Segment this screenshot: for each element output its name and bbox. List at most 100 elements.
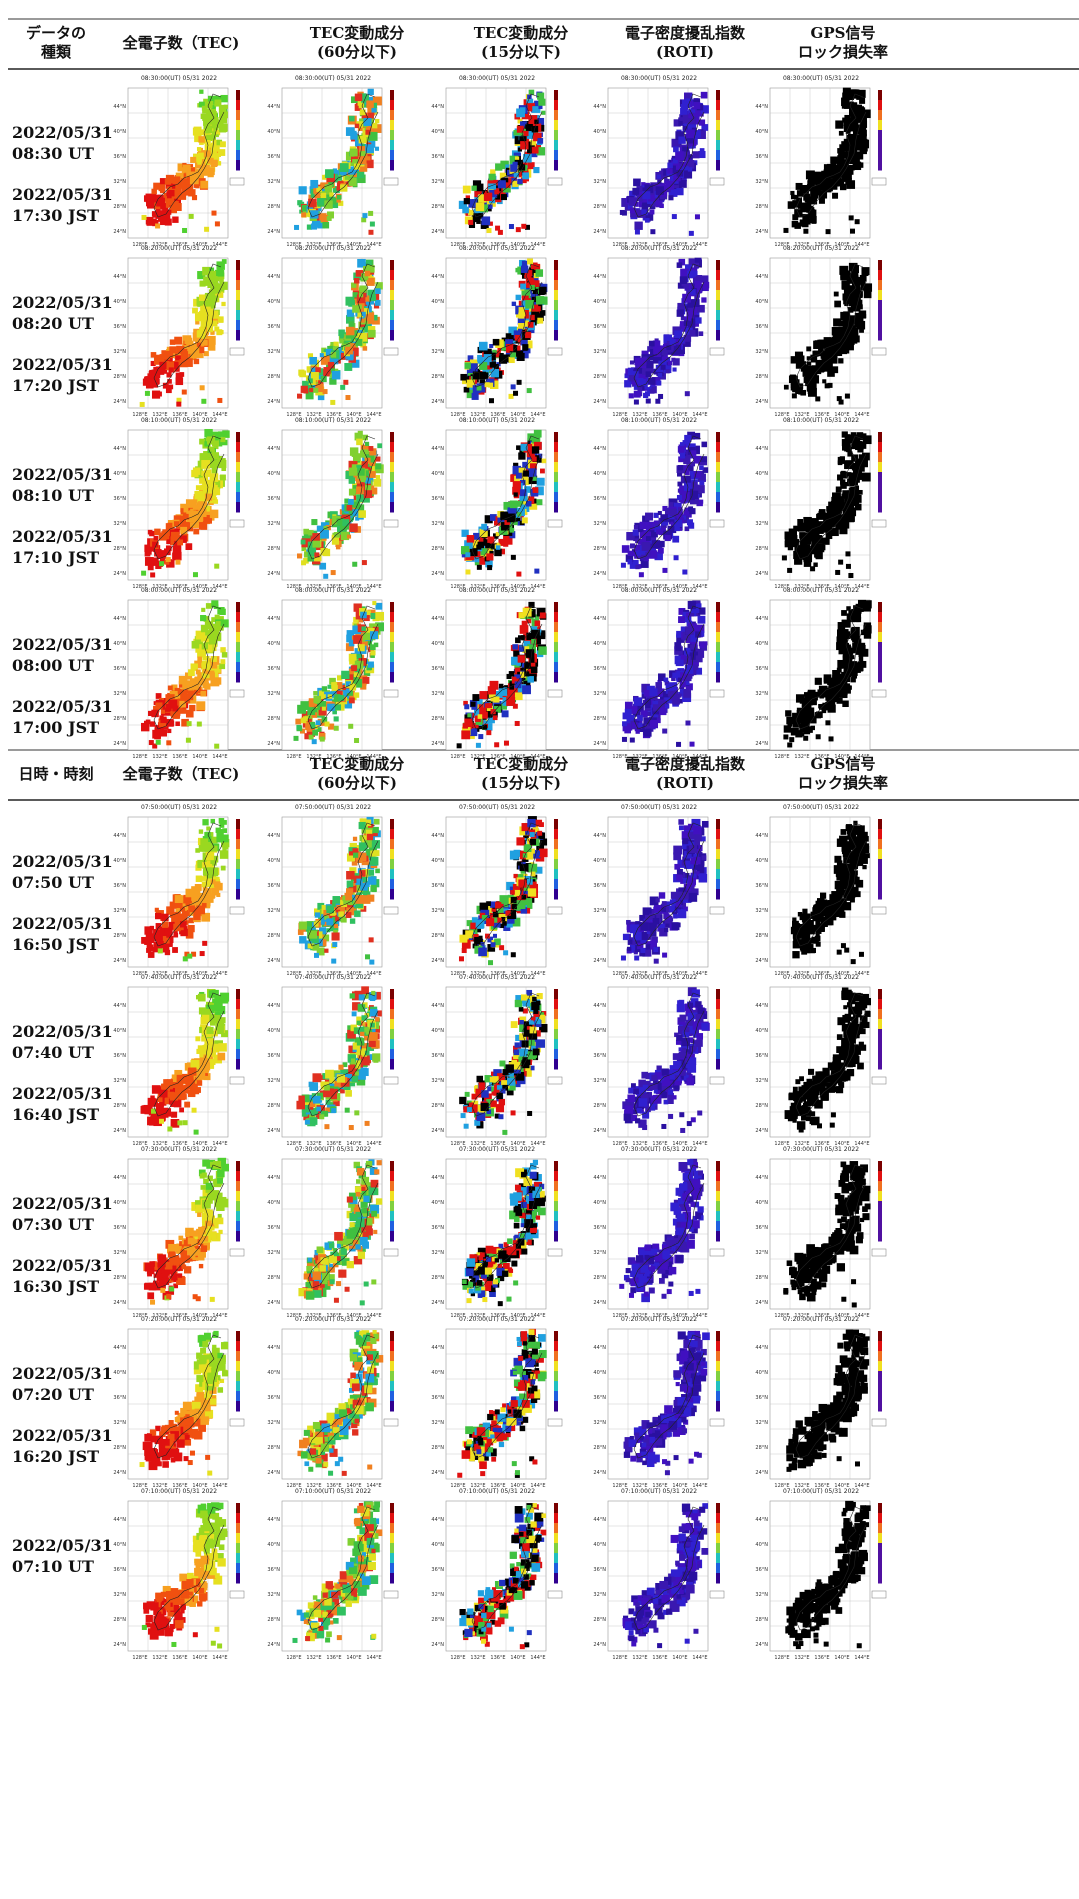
data-cell	[473, 532, 481, 540]
data-cell	[851, 146, 856, 151]
data-cell	[534, 614, 540, 619]
colorbar-segment	[554, 100, 558, 111]
island-cell	[487, 565, 493, 571]
lat-tick-label: 28°N	[267, 204, 280, 210]
data-cell	[212, 126, 219, 133]
lat-tick-label: 32°N	[431, 179, 444, 185]
data-cell	[352, 453, 361, 462]
data-cell	[841, 345, 850, 354]
data-cell	[627, 367, 636, 376]
data-cell	[657, 688, 665, 696]
data-cell	[320, 192, 327, 199]
data-cell	[177, 539, 184, 546]
data-cell	[340, 184, 348, 192]
data-cell	[319, 562, 327, 570]
data-cell	[211, 635, 218, 641]
lon-tick-label: 144°E	[530, 412, 545, 418]
data-cell	[308, 698, 317, 707]
data-cell	[375, 282, 383, 290]
data-cell	[177, 515, 186, 525]
column-header-line: データの	[25, 24, 86, 42]
lon-tick-label: 144°E	[366, 412, 381, 418]
data-cell	[527, 258, 533, 265]
data-cell	[524, 661, 532, 669]
data-cell	[310, 223, 318, 230]
data-cell	[220, 141, 226, 148]
data-cell	[693, 130, 701, 138]
data-cell	[683, 485, 690, 491]
table-row: 2022/05/31 08:10 UT 2022/05/31 17:10 JST 0…	[0, 412, 1079, 622]
data-cell	[489, 361, 497, 368]
lat-tick-label: 24°N	[431, 571, 444, 577]
data-cell	[213, 295, 219, 301]
lon-tick-label: 140°E	[192, 242, 207, 248]
lat-tick-label: 24°N	[431, 399, 444, 405]
data-cell	[529, 501, 538, 510]
data-cell	[336, 195, 342, 200]
data-cell	[199, 280, 206, 287]
data-cell	[369, 448, 377, 456]
column-header-line: (ROTI)	[656, 43, 714, 61]
island-cell	[340, 384, 346, 390]
data-cell	[493, 533, 499, 539]
data-cell	[191, 195, 198, 201]
data-cell	[667, 162, 673, 169]
data-cell	[159, 715, 164, 720]
data-cell	[217, 458, 226, 467]
data-cell	[524, 270, 531, 277]
data-cell	[182, 188, 190, 196]
data-cell	[160, 203, 166, 210]
lat-tick-label: 28°N	[113, 716, 126, 722]
data-cell	[857, 446, 863, 452]
island-cell	[188, 213, 194, 219]
lat-tick-label: 36°N	[593, 324, 606, 330]
data-cell	[655, 718, 661, 724]
island-cell	[144, 390, 150, 396]
island-cell	[307, 556, 313, 562]
data-cell	[375, 602, 383, 610]
data-cell	[657, 510, 662, 516]
data-cell	[668, 195, 674, 201]
lon-tick-label: 136°E	[652, 584, 667, 590]
data-cell	[818, 197, 825, 204]
data-cell	[862, 117, 867, 122]
data-cell	[690, 314, 700, 324]
data-cell	[354, 103, 362, 111]
data-cell	[858, 126, 867, 134]
data-cell	[689, 651, 698, 660]
data-cell	[684, 507, 692, 515]
data-cell	[207, 283, 213, 289]
data-cell	[848, 434, 858, 444]
data-cell	[803, 193, 811, 201]
map-svg: 08:30:00(UT) 05/31 202244°N40°N36°N32°N2…	[113, 75, 245, 248]
data-cell	[663, 334, 673, 344]
data-cell	[519, 625, 529, 634]
data-cell	[145, 380, 154, 389]
data-cell	[339, 338, 345, 344]
data-cell	[370, 612, 377, 620]
coastline	[633, 435, 705, 560]
data-cell	[844, 502, 851, 509]
data-cell	[863, 283, 873, 292]
data-cell	[848, 491, 856, 499]
data-cell	[526, 669, 533, 676]
island-cell	[488, 398, 494, 404]
data-cell	[534, 286, 542, 294]
data-cell	[503, 535, 510, 542]
data-cell	[353, 163, 361, 170]
data-cell	[513, 650, 520, 657]
island-cell	[645, 398, 651, 404]
data-cell	[532, 476, 537, 481]
data-cell	[484, 723, 493, 731]
colorbar-segment	[554, 260, 558, 271]
lon-tick-label: 128°E	[286, 754, 301, 760]
data-cell	[196, 701, 206, 711]
data-cell	[170, 711, 176, 717]
data-cell	[657, 372, 663, 378]
data-cell	[180, 178, 189, 186]
data-cell	[834, 300, 841, 308]
data-cell	[841, 141, 848, 148]
lon-tick-label: 128°E	[612, 412, 627, 418]
lat-tick-label: 28°N	[593, 716, 606, 722]
data-cell	[523, 285, 532, 294]
